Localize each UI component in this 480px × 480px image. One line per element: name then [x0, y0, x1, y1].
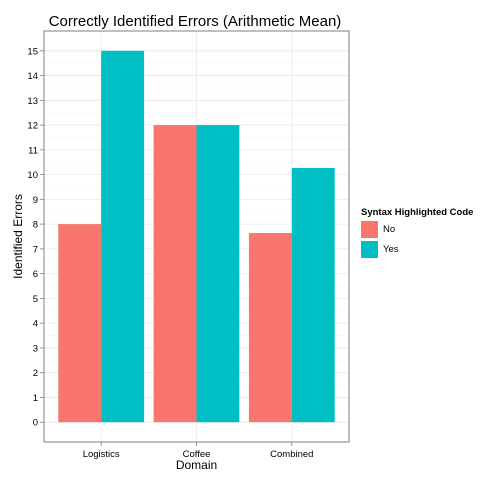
bar-no-logistics	[58, 224, 102, 423]
bar-yes-combined	[291, 167, 335, 423]
y-tick-label: 4	[33, 319, 38, 330]
y-tick-label: 13	[27, 96, 38, 107]
x-tick-label: Coffee	[183, 449, 211, 460]
y-tick-label: 7	[33, 244, 38, 255]
bar-yes-logistics	[101, 50, 145, 423]
y-tick-label: 12	[27, 121, 38, 132]
y-tick-label: 9	[33, 195, 38, 206]
legend-item-yes: Yes	[361, 240, 476, 258]
legend-title: Syntax Highlighted Code	[361, 207, 474, 218]
y-tick-label: 3	[33, 343, 38, 354]
legend-swatch	[361, 240, 378, 258]
legend-label: No	[383, 223, 396, 235]
y-tick-label: 0	[33, 418, 38, 429]
y-tick-label: 10	[27, 170, 38, 181]
bar-no-coffee	[153, 125, 197, 423]
y-axis-label: Identified Errors	[11, 194, 25, 279]
y-tick-label: 2	[33, 368, 38, 379]
y-tick-label: 6	[33, 269, 38, 280]
bars	[58, 50, 335, 423]
legend-swatch	[361, 220, 378, 238]
legend: Syntax Highlighted Code No Yes	[361, 207, 476, 258]
x-axis-ticks: Logistics Coffee Combined	[83, 442, 313, 460]
legend-items: No Yes	[361, 220, 476, 258]
legend-label: Yes	[383, 243, 399, 255]
chart-title: Correctly Identified Errors (Arithmetic …	[48, 13, 342, 30]
y-tick-label: 11	[28, 145, 38, 156]
y-tick-label: 1	[33, 393, 38, 404]
x-tick-label: Logistics	[83, 449, 120, 460]
y-tick-label: 5	[33, 294, 38, 305]
bar-yes-coffee	[196, 125, 240, 423]
y-tick-label: 14	[27, 71, 38, 82]
x-axis-label: Domain	[176, 458, 217, 472]
legend-item-no: No	[361, 220, 476, 238]
bar-no-combined	[248, 233, 292, 423]
y-tick-label: 8	[33, 220, 38, 231]
y-tick-label: 15	[27, 46, 38, 57]
x-tick-label: Combined	[270, 449, 313, 460]
